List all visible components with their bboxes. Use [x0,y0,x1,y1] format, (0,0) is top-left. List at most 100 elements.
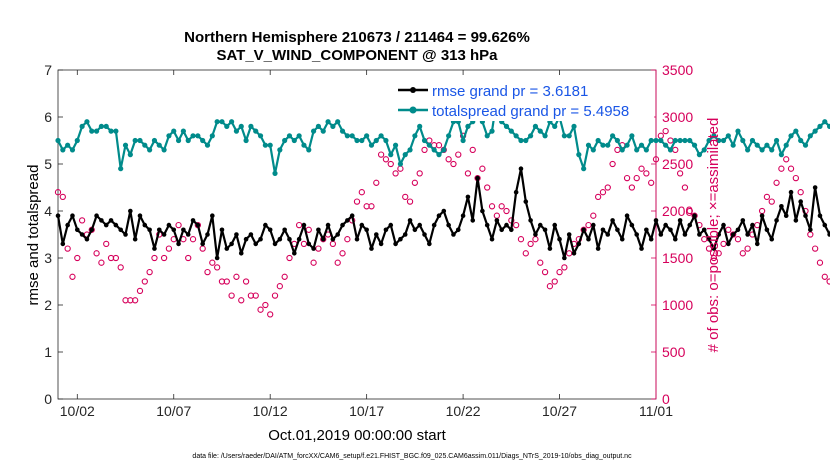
rmse-point [378,241,384,247]
rmse-point [509,227,514,233]
obs-count-point [551,278,558,285]
obs-count-point [377,151,385,158]
totalspread-point [431,147,437,153]
rmse-point [118,227,123,233]
y-left-tick-label: 2 [44,297,52,313]
rmse-point [277,236,283,242]
totalspread-point [243,137,249,144]
totalspread-point [773,137,780,144]
totalspread-point [595,137,601,144]
obs-count-point [522,250,529,257]
rmse-point [677,218,683,223]
totalspread-point [84,119,90,125]
x-tick-label: 10/17 [349,403,384,419]
totalspread-point [749,137,756,144]
rmse-point [306,241,312,247]
rmse-point [682,232,688,237]
totalspread-point [301,142,307,148]
rmse-point [754,241,760,247]
rmse-point [701,227,707,233]
totalspread-point [561,133,567,139]
rmse-point [489,236,495,242]
totalspread-point [658,137,664,144]
obs-count-point [590,212,597,219]
y-left-tick-label: 4 [44,203,52,219]
obs-count-point [638,165,645,172]
obs-count-point [151,254,158,262]
rmse-point [581,227,586,233]
obs-count-point [209,259,216,266]
rmse-point [253,241,259,247]
rmse-point [398,236,403,242]
obs-count-point [450,160,457,168]
rmse-point [672,236,678,242]
legend-rmse-marker [410,87,416,93]
rmse-point [147,227,152,233]
rmse-point [412,227,418,233]
rmse-point [586,236,591,242]
totalspread-point [706,137,712,144]
rmse-point [55,213,61,218]
totalspread-point [364,133,370,139]
y-left-tick-label: 0 [44,391,52,407]
totalspread-point [788,133,794,139]
totalspread-point [643,147,649,153]
totalspread-point [827,123,830,129]
rmse-point [234,232,239,237]
obs-count-point [281,273,288,280]
totalspread-point [142,142,148,148]
obs-count-point [710,254,718,262]
rmse-point [320,236,326,242]
rmse-point [484,222,490,228]
totalspread-point [460,137,466,144]
totalspread-point [151,137,158,144]
y-right-tick-label: 2000 [662,203,693,219]
totalspread-point [238,123,244,129]
totalspread-point [344,133,350,139]
totalspread-point [330,123,336,129]
obs-count-point [228,292,235,299]
totalspread-point [127,152,133,158]
rmse-point [470,218,476,223]
totalspread-point [219,119,225,125]
rmse-point [745,232,750,237]
y-right-tick-label: 1000 [662,297,693,313]
totalspread-point [552,123,558,129]
rmse-point [562,255,567,261]
obs-count-point [416,170,423,177]
obs-count-point [204,268,211,276]
totalspread-point [262,142,268,148]
totalspread-point [402,152,408,158]
totalspread-point [798,137,804,144]
totalspread-point [542,133,548,139]
obs-count-point [604,184,611,191]
totalspread-point [233,128,240,134]
obs-count-point [271,292,279,299]
totalspread-point [291,137,297,144]
totalspread-point [204,142,211,148]
totalspread-point [320,128,326,134]
obs-count-point [262,301,269,309]
legend-spread-label: totalspread grand pr = 5.4958 [432,103,629,120]
totalspread-point [93,128,100,134]
rmse-point [533,232,538,237]
legend-background [392,75,654,121]
rmse-point [383,227,389,233]
totalspread-point [769,147,775,153]
totalspread-point [489,128,495,134]
obs-count-point [783,156,790,163]
rmse-point [267,227,273,233]
totalspread-point [171,128,177,134]
totalspread-point [532,123,539,129]
totalspread-point [508,128,514,134]
rmse-point [84,236,90,242]
obs-count-point [339,250,346,257]
totalspread-point [696,152,703,158]
rmse-point [185,232,191,237]
obs-count-point [609,160,616,168]
rmse-point [774,218,779,223]
obs-count-point [64,245,71,252]
obs-count-point [744,245,751,252]
totalspread-point [735,128,741,134]
obs-count-point [643,170,650,177]
